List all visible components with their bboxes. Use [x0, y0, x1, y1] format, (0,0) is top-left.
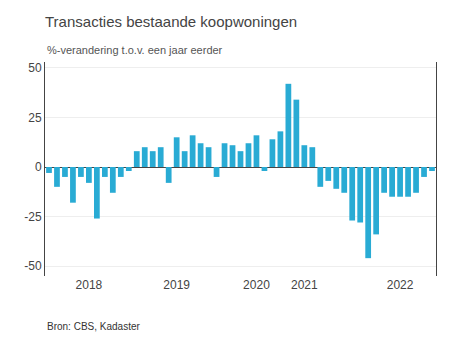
svg-text:25: 25	[28, 111, 42, 125]
svg-text:%-verandering t.o.v. een jaar: %-verandering t.o.v. een jaar eerder	[47, 44, 223, 56]
svg-text:-25: -25	[24, 210, 42, 224]
svg-text:2020: 2020	[243, 278, 270, 292]
svg-text:2019: 2019	[163, 278, 190, 292]
svg-text:-50: -50	[24, 259, 42, 273]
svg-text:2021: 2021	[291, 278, 318, 292]
svg-text:0: 0	[35, 160, 42, 174]
svg-text:2018: 2018	[76, 278, 103, 292]
svg-text:Bron: CBS, Kadaster: Bron: CBS, Kadaster	[47, 321, 140, 332]
svg-text:Transacties bestaande koopwoni: Transacties bestaande koopwoningen	[45, 13, 297, 30]
svg-text:50: 50	[28, 61, 42, 75]
svg-text:2022: 2022	[387, 278, 414, 292]
